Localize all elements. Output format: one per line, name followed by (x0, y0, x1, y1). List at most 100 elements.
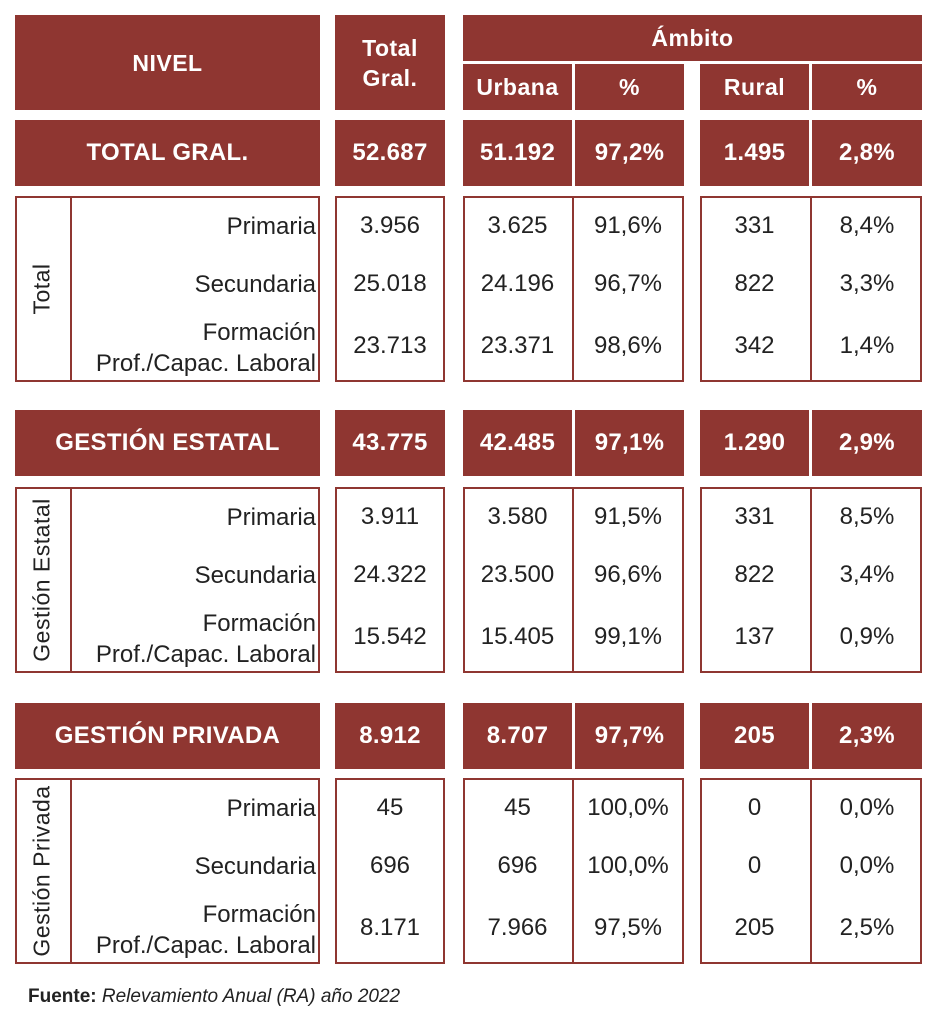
row-rural: 342 (734, 332, 775, 359)
row-rural: 331 (734, 212, 775, 239)
row-urbana-pct: 100,0% (587, 794, 669, 821)
group-divider (70, 196, 72, 382)
row-total: 45 (376, 794, 404, 821)
group-divider (70, 487, 72, 673)
source-note: Fuente: Relevamiento Anual (RA) año 2022 (28, 986, 400, 1008)
row-rural: 205 (734, 914, 775, 941)
group-label: Total (28, 263, 55, 315)
summary-rural-pct: 2,9% (812, 410, 922, 476)
header-total-gral: Total Gral. (335, 15, 445, 110)
summary-rural-pct: 2,3% (812, 703, 922, 769)
summary-urbana: 8.707 (463, 703, 572, 769)
row-label: Secundaria (194, 852, 316, 880)
row-rural-pct: 0,0% (839, 794, 895, 821)
row-label-line1: Formación (202, 319, 316, 346)
row-label-line2: Prof./Capac. Laboral (95, 350, 316, 377)
row-label-line2: Prof./Capac. Laboral (95, 641, 316, 668)
row-total: 696 (369, 852, 411, 879)
summary-urbana-pct: 97,7% (575, 703, 684, 769)
row-label: Primaria (226, 794, 316, 822)
row-rural-pct: 1,4% (839, 332, 895, 359)
row-rural: 0 (747, 794, 762, 821)
rural-divider (810, 487, 812, 673)
row-label: Secundaria (194, 561, 316, 589)
row-urbana-pct: 91,5% (593, 503, 663, 530)
section-title: GESTIÓN PRIVADA (15, 703, 320, 769)
row-rural-pct: 0,0% (839, 852, 895, 879)
row-rural: 137 (734, 623, 775, 650)
row-label: Primaria (226, 503, 316, 531)
row-total: 25.018 (353, 270, 427, 297)
row-urbana: 45 (504, 794, 531, 821)
row-rural: 822 (734, 561, 775, 588)
row-total: 15.542 (353, 623, 427, 650)
urbana-divider (572, 196, 574, 382)
row-rural-pct: 3,3% (839, 270, 895, 297)
row-rural-pct: 3,4% (839, 561, 895, 588)
row-label: Secundaria (194, 270, 316, 298)
row-urbana-pct: 91,6% (593, 212, 663, 239)
group-label: Gestión Privada (28, 785, 55, 957)
row-urbana-pct: 98,6% (593, 332, 663, 359)
row-label-line2: Prof./Capac. Laboral (95, 932, 316, 959)
source-text: Relevamiento Anual (RA) año 2022 (101, 986, 401, 1007)
row-label: Formación Prof./Capac. Laboral (72, 316, 316, 380)
row-total: 24.322 (353, 561, 427, 588)
header-rural-pct: % (812, 64, 922, 110)
row-label-line1: Formación (202, 901, 316, 928)
row-rural: 331 (734, 503, 775, 530)
detail-total-box (335, 196, 445, 382)
row-urbana: 24.196 (480, 270, 555, 297)
summary-total: 43.775 (335, 410, 445, 476)
row-label: Formación Prof./Capac. Laboral (72, 607, 316, 671)
group-label: Gestión Estatal (28, 498, 55, 662)
detail-label-box (15, 196, 320, 382)
header-nivel: NIVEL (15, 15, 320, 110)
row-total: 23.713 (353, 332, 427, 359)
group-divider (70, 778, 72, 964)
detail-total-box (335, 487, 445, 673)
summary-total: 8.912 (335, 703, 445, 769)
row-urbana-pct: 96,7% (593, 270, 663, 297)
header-urbana-pct: % (575, 64, 684, 110)
header-ambito: Ámbito (463, 15, 922, 61)
row-rural-pct: 8,5% (839, 503, 895, 530)
summary-urbana-pct: 97,2% (575, 120, 684, 186)
summary-total: 52.687 (335, 120, 445, 186)
row-urbana: 3.580 (487, 503, 548, 530)
section-title: TOTAL GRAL. (15, 120, 320, 186)
summary-rural: 205 (700, 703, 809, 769)
header-total-line1: Total (362, 34, 418, 61)
urbana-divider (572, 487, 574, 673)
detail-label-box (15, 487, 320, 673)
row-rural: 822 (734, 270, 775, 297)
row-label: Primaria (226, 212, 316, 240)
row-urbana: 696 (497, 852, 538, 879)
row-urbana-pct: 97,5% (593, 914, 663, 941)
detail-label-box (15, 778, 320, 964)
row-rural-pct: 8,4% (839, 212, 895, 239)
row-urbana-pct: 99,1% (593, 623, 663, 650)
row-label-line1: Formación (202, 610, 316, 637)
summary-urbana-pct: 97,1% (575, 410, 684, 476)
row-urbana: 23.500 (480, 561, 555, 588)
row-urbana-pct: 96,6% (593, 561, 663, 588)
header-urbana: Urbana (463, 64, 572, 110)
row-urbana: 15.405 (480, 623, 555, 650)
row-urbana: 23.371 (480, 332, 555, 359)
row-rural-pct: 2,5% (839, 914, 895, 941)
row-total: 3.956 (359, 212, 421, 239)
row-urbana: 7.966 (487, 914, 548, 941)
row-total: 3.911 (360, 503, 420, 530)
row-rural-pct: 0,9% (839, 623, 895, 650)
section-title: GESTIÓN ESTATAL (15, 410, 320, 476)
row-urbana: 3.625 (487, 212, 548, 239)
row-total: 8.171 (359, 914, 421, 941)
row-label: Formación Prof./Capac. Laboral (72, 898, 316, 962)
row-rural: 0 (747, 852, 762, 879)
row-urbana-pct: 100,0% (587, 852, 669, 879)
header-total-line2: Gral. (362, 64, 418, 91)
header-rural: Rural (700, 64, 809, 110)
urbana-divider (572, 778, 574, 964)
summary-rural: 1.290 (700, 410, 809, 476)
